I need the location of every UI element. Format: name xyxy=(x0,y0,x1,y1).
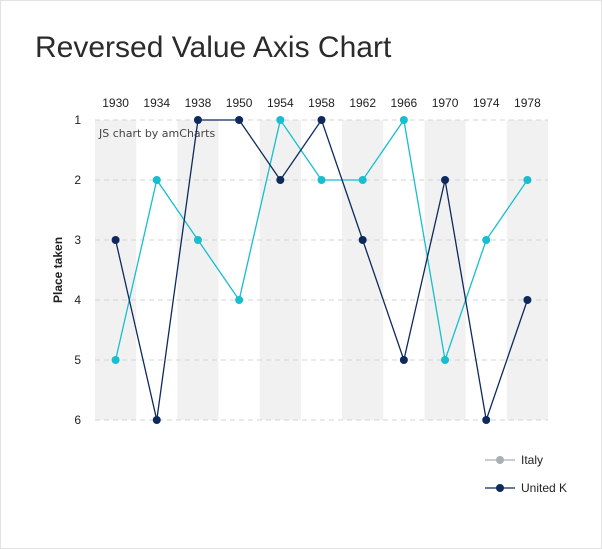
legend-marker-dot[interactable] xyxy=(496,456,504,464)
data-point[interactable] xyxy=(523,296,532,304)
category-band xyxy=(259,120,301,420)
x-tick-label: 1958 xyxy=(308,96,335,110)
x-tick-label: 1950 xyxy=(226,96,253,110)
category-band xyxy=(95,120,137,420)
data-point[interactable] xyxy=(111,356,120,364)
category-band xyxy=(342,120,384,420)
data-point[interactable] xyxy=(317,176,326,184)
data-point[interactable] xyxy=(482,236,491,244)
data-point[interactable] xyxy=(193,236,202,244)
data-point[interactable] xyxy=(235,296,244,304)
x-tick-label: 1966 xyxy=(391,96,418,110)
category-band xyxy=(424,120,466,420)
y-axis-label: Place taken xyxy=(51,237,65,303)
x-tick-label: 1978 xyxy=(514,96,541,110)
data-point[interactable] xyxy=(441,356,450,364)
x-tick-label: 1938 xyxy=(185,96,212,110)
category-band xyxy=(177,120,219,420)
legend-label[interactable]: United K xyxy=(521,481,567,495)
y-tick-label: 6 xyxy=(74,413,81,427)
data-point[interactable] xyxy=(111,236,120,244)
legend-label[interactable]: Italy xyxy=(521,453,543,467)
legend-marker-dot[interactable] xyxy=(496,484,504,492)
data-point[interactable] xyxy=(276,116,285,124)
data-point[interactable] xyxy=(358,236,367,244)
data-point[interactable] xyxy=(399,356,408,364)
data-point[interactable] xyxy=(482,416,491,424)
y-tick-label: 3 xyxy=(74,233,81,247)
y-tick-label: 1 xyxy=(74,113,81,127)
data-point[interactable] xyxy=(317,116,326,124)
data-point[interactable] xyxy=(235,116,244,124)
chart-credit: JS chart by amCharts xyxy=(98,127,215,140)
y-tick-label: 2 xyxy=(74,173,81,187)
data-point[interactable] xyxy=(441,176,450,184)
chart-title: Reversed Value Axis Chart xyxy=(35,31,392,64)
x-tick-label: 1954 xyxy=(267,96,294,110)
data-point[interactable] xyxy=(152,176,161,184)
data-point[interactable] xyxy=(358,176,367,184)
x-tick-label: 1934 xyxy=(143,96,170,110)
x-tick-label: 1974 xyxy=(473,96,500,110)
data-point[interactable] xyxy=(193,116,202,124)
category-band xyxy=(506,120,548,420)
x-tick-label: 1930 xyxy=(102,96,129,110)
data-point[interactable] xyxy=(399,116,408,124)
y-tick-label: 5 xyxy=(74,353,81,367)
x-tick-label: 1970 xyxy=(432,96,459,110)
x-tick-label: 1962 xyxy=(349,96,376,110)
y-tick-label: 4 xyxy=(74,293,81,307)
data-point[interactable] xyxy=(152,416,161,424)
data-point[interactable] xyxy=(523,176,532,184)
data-point[interactable] xyxy=(276,176,285,184)
